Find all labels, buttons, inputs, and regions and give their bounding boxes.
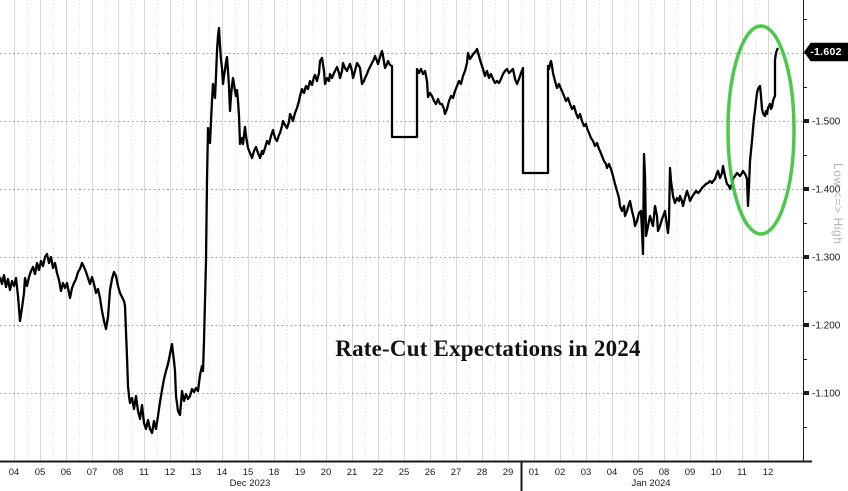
highlight-ellipse <box>726 24 796 236</box>
x-tick-label: 21 <box>347 467 358 478</box>
x-tick-label: 12 <box>165 467 176 478</box>
y-tick-label: -1.200 <box>812 321 841 332</box>
x-tick-label: 20 <box>321 467 332 478</box>
y-tick-label: -1.500 <box>812 117 841 128</box>
x-tick-label: 15 <box>243 467 254 478</box>
y-tick <box>803 119 809 123</box>
x-tick-label: 11 <box>139 467 149 478</box>
last-price-tag-label: -1.602 <box>810 46 842 58</box>
price-line <box>0 26 780 435</box>
month-label: Dec 2023 <box>230 478 271 489</box>
x-tick-label: 07 <box>87 467 98 478</box>
x-tick-label: 04 <box>9 467 20 478</box>
y-tick <box>803 391 809 395</box>
y-tick-label: -1.300 <box>812 253 841 264</box>
x-tick-label: 12 <box>763 467 774 478</box>
x-tick-label: 08 <box>659 467 670 478</box>
x-tick-label: 13 <box>191 467 202 478</box>
x-tick-label: 19 <box>295 467 306 478</box>
x-tick-label: 10 <box>711 467 722 478</box>
x-tick-label: 27 <box>451 467 462 478</box>
x-tick-label: 11 <box>737 467 747 478</box>
x-tick-label: 08 <box>113 467 124 478</box>
y-tick <box>803 323 809 327</box>
x-tick-label: 04 <box>607 467 618 478</box>
y-tick-label: -1.100 <box>812 389 841 400</box>
y-tick-label: -1.400 <box>812 185 841 196</box>
x-tick-label: 14 <box>217 467 228 478</box>
chart-title: Rate-Cut Expectations in 2024 <box>335 336 641 361</box>
x-tick-label: 25 <box>399 467 410 478</box>
month-label: Jan 2024 <box>631 478 670 489</box>
x-tick-label: 05 <box>35 467 46 478</box>
x-tick-label: 02 <box>555 467 566 478</box>
x-tick-label: 01 <box>529 467 540 478</box>
x-tick-label: 18 <box>269 467 280 478</box>
x-tick-label: 26 <box>425 467 436 478</box>
y-tick <box>803 187 809 191</box>
x-tick-label: 05 <box>633 467 644 478</box>
x-tick-label: 28 <box>477 467 488 478</box>
x-tick-label: 22 <box>373 467 384 478</box>
x-tick-label: 09 <box>685 467 696 478</box>
x-tick-label: 03 <box>581 467 592 478</box>
last-price-tag: -1.602 <box>804 42 848 62</box>
x-tick-label: 06 <box>61 467 72 478</box>
x-tick-label: 29 <box>503 467 514 478</box>
y-axis-direction-label: Low <=> High <box>831 163 845 245</box>
y-tick <box>803 255 809 259</box>
